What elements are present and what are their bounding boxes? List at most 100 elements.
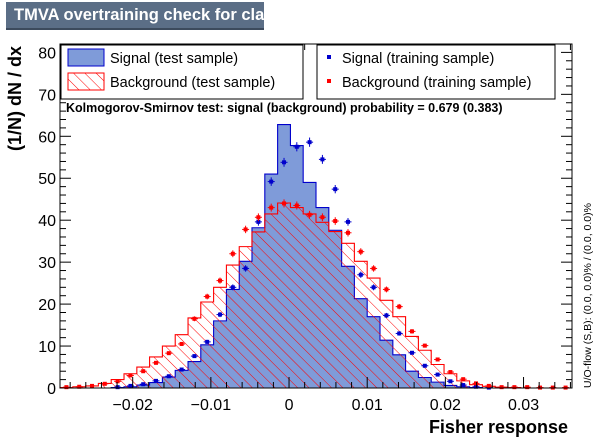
background-training-marker [307, 212, 312, 217]
signal-training-point-29 [434, 372, 442, 377]
legend-signal-training-label: Signal (training sample) [342, 51, 494, 67]
signal-training-marker [461, 383, 466, 388]
background-training-marker [102, 381, 107, 386]
background-training-marker [512, 385, 517, 390]
background-training-marker [461, 377, 466, 382]
signal-training-point-13 [229, 284, 237, 291]
background-training-marker [384, 287, 389, 292]
signal-training-point-18 [293, 142, 301, 152]
signal-training-point-16 [267, 177, 275, 186]
signal-training-point-25 [382, 312, 390, 318]
background-training-marker [192, 316, 197, 321]
background-training-point-28 [421, 343, 429, 348]
signal-training-marker [166, 374, 171, 379]
background-training-point-2 [88, 383, 96, 388]
y-tick-label: 20 [38, 297, 56, 314]
background-training-point-6 [139, 369, 147, 374]
background-training-point-19 [306, 210, 314, 219]
signal-training-marker [409, 350, 414, 355]
legend-background-test-label: Background (test sample) [110, 75, 275, 91]
signal-training-marker [474, 384, 479, 389]
signal-training-point-27 [408, 350, 416, 355]
background-training-point-8 [165, 351, 173, 356]
signal-training-marker [128, 383, 133, 388]
legend-signal-test-label: Signal (test sample) [110, 51, 238, 67]
background-training-point-12 [216, 277, 224, 284]
background-training-marker [333, 219, 338, 224]
signal-training-marker [179, 367, 184, 372]
signal-training-marker [205, 339, 210, 344]
background-training-marker [115, 379, 120, 384]
signal-training-point-6 [139, 382, 147, 387]
background-training-marker [422, 343, 427, 348]
background-training-point-23 [357, 248, 365, 256]
legend-training-box [316, 44, 556, 100]
background-training-marker [64, 385, 69, 390]
background-training-marker [448, 370, 453, 375]
title-bar: TMVA overtraining check for classifier: … [6, 2, 373, 30]
background-training-point-26 [395, 303, 403, 310]
background-training-marker [486, 383, 491, 388]
background-training-marker [179, 341, 184, 346]
background-training-marker [435, 357, 440, 362]
background-training-marker [128, 373, 133, 378]
signal-training-marker [435, 372, 440, 377]
y-tick-label: 40 [38, 213, 56, 230]
signal-training-marker [384, 313, 389, 318]
background-test-histogram [59, 202, 572, 389]
plot-title: TMVA overtraining check for classifier: … [14, 6, 373, 24]
signal-training-point-22 [344, 218, 352, 226]
signal-training-marker [333, 187, 338, 192]
background-training-marker [371, 266, 376, 271]
signal-training-marker [320, 157, 325, 162]
signal-training-point-24 [370, 284, 378, 291]
y-tick-label: 0 [47, 381, 56, 398]
signal-training-point-10 [190, 354, 198, 359]
x-tick-label: 0.02 [430, 397, 461, 414]
background-training-point-24 [370, 265, 378, 272]
background-training-point-7 [152, 360, 160, 365]
legend-background-training-marker [327, 79, 331, 83]
background-training-marker [77, 384, 82, 389]
signal-training-marker [397, 331, 402, 336]
signal-training-marker [358, 272, 363, 277]
legend-signal-training-marker [327, 55, 331, 59]
background-training-point-3 [101, 381, 109, 386]
signal-training-marker [371, 285, 376, 290]
background-training-point-22 [344, 229, 352, 237]
background-training-point-10 [190, 316, 198, 322]
background-training-marker [218, 278, 223, 283]
background-training-point-20 [318, 213, 326, 222]
legend-background-training-label: Background (training sample) [342, 75, 531, 91]
signal-training-point-8 [165, 374, 173, 379]
x-tick-label: 0 [285, 397, 294, 414]
background-training-marker [141, 369, 146, 374]
background-training-point-31 [459, 377, 467, 382]
x-tick-label: −0.01 [191, 397, 232, 414]
background-training-point-9 [178, 341, 186, 346]
background-training-marker [90, 383, 95, 388]
background-training-point-33 [485, 383, 493, 388]
signal-training-point-9 [178, 367, 186, 372]
background-training-point-30 [446, 370, 454, 375]
background-training-marker [243, 227, 248, 232]
background-training-point-13 [229, 250, 237, 258]
signal-training-point-21 [331, 184, 339, 194]
signal-training-point-19 [306, 137, 314, 147]
x-tick-label: 0.03 [508, 397, 539, 414]
x-tick-label: −0.02 [112, 397, 153, 414]
signal-training-marker [448, 379, 453, 384]
background-training-marker [282, 201, 287, 206]
background-training-marker [294, 203, 299, 208]
x-tick-label: 0.01 [352, 397, 383, 414]
y-tick-label: 30 [38, 255, 56, 272]
background-training-marker [499, 385, 504, 390]
signal-training-marker [269, 179, 274, 184]
background-training-point-14 [242, 225, 250, 234]
y-tick-label: 80 [38, 45, 56, 62]
background-training-point-18 [293, 201, 301, 210]
background-training-marker [346, 230, 351, 235]
background-training-marker [269, 205, 274, 210]
